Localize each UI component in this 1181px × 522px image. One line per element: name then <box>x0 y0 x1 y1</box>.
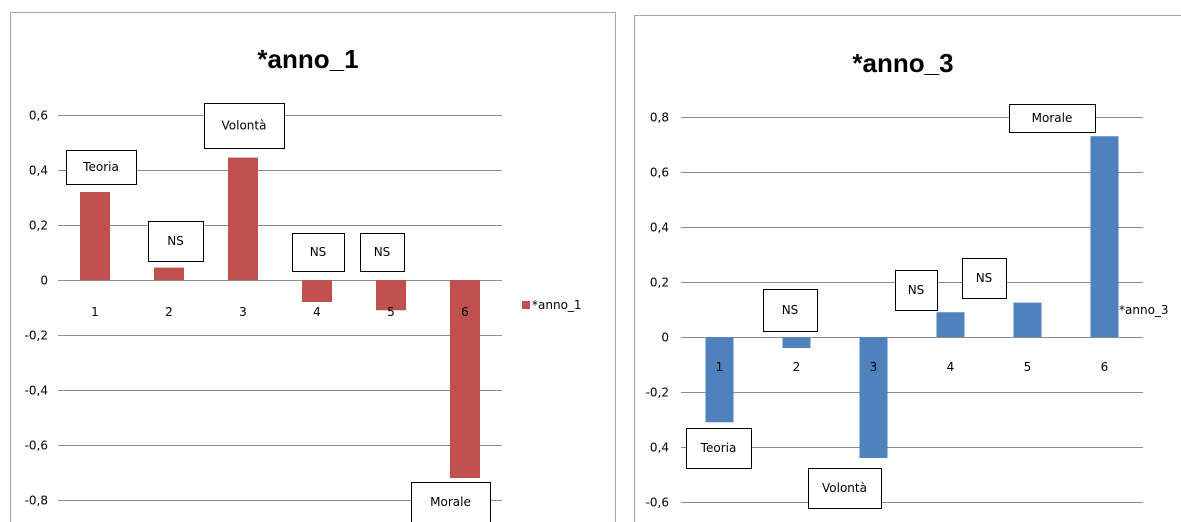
bar-4 <box>936 312 965 337</box>
annotation-label: Volontà <box>822 481 867 495</box>
y-tick-label: 0,2 <box>29 219 48 233</box>
annotation-box <box>808 468 882 509</box>
annotation-box <box>360 233 405 272</box>
annotation-box <box>895 270 938 311</box>
annotation-label: NS <box>310 245 327 259</box>
annotation-box <box>411 482 491 522</box>
legend-label: *anno_3 <box>1119 303 1169 317</box>
y-tick-label: -0,2 <box>25 329 48 343</box>
bar-3 <box>859 337 888 458</box>
chart-frame <box>634 15 1181 522</box>
x-tick-label: 6 <box>1101 360 1109 374</box>
bar-6 <box>1090 136 1119 337</box>
y-tick-label: -0,8 <box>25 494 48 508</box>
annotation-box <box>686 428 752 469</box>
annotation-box <box>763 289 818 332</box>
x-tick-label: 2 <box>165 305 173 319</box>
x-tick-label: 1 <box>716 360 724 374</box>
x-tick-label: 3 <box>870 360 878 374</box>
annotation-box <box>66 150 137 185</box>
y-tick-label: 0,8 <box>650 111 669 125</box>
legend-swatch <box>522 301 530 309</box>
chart-anno-1: *anno_1 0,6 0,4 0,2 0 -0,2 -0,4 -0,6 -0,8 1 2 3 4 5… <box>10 12 616 522</box>
y-tick-label: 0,2 <box>650 276 669 290</box>
y-tick-label: -0,4 <box>25 384 48 398</box>
annotation-label: NS <box>976 271 993 285</box>
x-tick-label: 4 <box>313 305 321 319</box>
y-tick-label: -0,6 <box>25 439 48 453</box>
bar-6 <box>450 280 480 478</box>
annotation-label: NS <box>167 234 184 248</box>
y-tick-label: 0,4 <box>29 164 48 178</box>
y-tick-label: 0 <box>661 331 669 345</box>
y-tick-label: -0,6 <box>646 496 669 510</box>
x-tick-label: 3 <box>239 305 247 319</box>
x-tick-label: 2 <box>793 360 801 374</box>
legend-label: *anno_1 <box>532 298 582 312</box>
annotation-box <box>148 221 204 262</box>
bar-1 <box>705 337 734 423</box>
annotation-label: Teoria <box>700 441 737 455</box>
x-tick-label: 4 <box>947 360 955 374</box>
bar-3 <box>228 157 258 280</box>
chart-panel-anno-1: *anno_1 0,6 0,4 0,2 0 -0,2 -0,4 -0,6 -0,8 1 2 3 4 5… <box>10 12 616 522</box>
x-tick-label: 1 <box>91 305 99 319</box>
y-tick-label: 0,6 <box>29 109 48 123</box>
x-tick-label: 5 <box>1024 360 1032 374</box>
bar-5 <box>376 280 406 311</box>
annotation-label: Morale <box>1032 111 1073 125</box>
annotation-label: NS <box>782 303 799 317</box>
bar-2 <box>782 337 811 348</box>
annotation-box <box>1009 104 1096 133</box>
bar-2 <box>154 267 184 280</box>
legend-swatch <box>1109 306 1117 314</box>
annotation-box <box>204 103 285 149</box>
annotation-box <box>962 258 1007 299</box>
y-tick-label: 0,4 <box>650 441 669 455</box>
bar-4 <box>302 280 332 302</box>
annotation-label: Volontà <box>222 119 267 133</box>
annotation-label: NS <box>374 245 391 259</box>
y-tick-label: 0,6 <box>650 166 669 180</box>
annotation-label: Teoria <box>82 160 119 174</box>
y-tick-label: -0,2 <box>646 386 669 400</box>
x-tick-label: 6 <box>461 305 469 319</box>
chart-frame <box>10 12 616 522</box>
bar-1 <box>80 192 110 280</box>
y-tick-label: 0 <box>40 274 48 288</box>
annotation-label: Morale <box>430 495 471 509</box>
y-tick-label: 0,4 <box>650 221 669 235</box>
annotation-label: NS <box>908 283 925 297</box>
chart-title: *anno_3 <box>852 48 953 78</box>
chart-title: *anno_1 <box>257 44 358 74</box>
x-tick-label: 5 <box>387 305 395 319</box>
bar-5 <box>1013 302 1042 337</box>
annotation-box <box>292 233 345 272</box>
